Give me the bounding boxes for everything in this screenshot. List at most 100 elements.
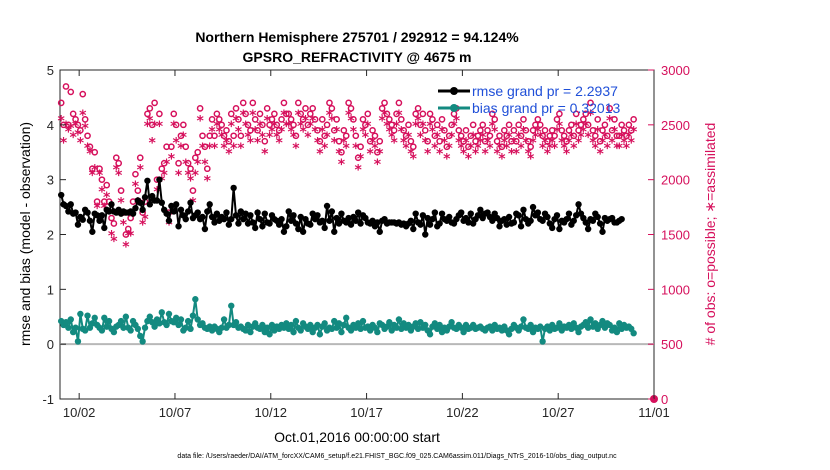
rmse-point — [357, 220, 364, 227]
obs-possible-point — [285, 110, 293, 118]
obs-assimilated-point: * — [218, 130, 226, 146]
obs-assimilated-point: * — [477, 135, 485, 151]
rmse-point — [230, 184, 237, 192]
rmse-point — [335, 220, 343, 227]
rmse-point — [105, 208, 113, 215]
left-y-tick-label: 0 — [47, 337, 54, 352]
obs-assimilated-point: * — [299, 124, 307, 140]
obs-possible-point — [369, 126, 376, 134]
obs-assimilated-point: * — [553, 124, 561, 140]
bias-series — [57, 296, 637, 345]
obs-possible-point — [591, 132, 599, 140]
right-y-tick-label: 2000 — [661, 173, 690, 188]
rmse-point — [235, 220, 242, 227]
obs-possible-point — [381, 99, 388, 107]
rmse-point — [544, 213, 551, 221]
bias-point — [539, 338, 546, 345]
rmse-point — [496, 223, 503, 230]
rmse-point — [549, 224, 556, 232]
obs-possible-point — [242, 110, 249, 118]
obs-assimilated-point: * — [453, 113, 461, 129]
obs-assimilated-point: * — [86, 146, 94, 162]
obs-possible-point — [615, 132, 623, 140]
obs-assimilated-point: * — [187, 174, 195, 190]
obs-possible-point — [402, 132, 410, 140]
bias-point — [414, 325, 422, 333]
obs-assimilated-point: * — [515, 130, 523, 146]
rmse-point — [165, 217, 173, 224]
rmse-point — [93, 212, 101, 219]
obs-assimilated-point: * — [604, 141, 612, 157]
obs-possible-point — [618, 121, 626, 129]
rmse-point — [199, 213, 206, 221]
obs-possible-point — [144, 110, 151, 118]
obs-assimilated-point: * — [240, 108, 248, 124]
bias-point — [366, 327, 374, 334]
bias-point — [182, 324, 189, 331]
rmse-point — [438, 210, 446, 217]
obs-possible-point — [575, 126, 582, 134]
obs-possible-point — [297, 110, 305, 118]
obs-possible-point — [359, 116, 367, 123]
obs-possible-point — [484, 126, 491, 134]
obs-possible-point — [419, 110, 427, 118]
right-y-tick-label: 500 — [661, 337, 683, 352]
obs-possible-point — [220, 132, 228, 140]
bias-point — [599, 317, 606, 325]
obs-assimilated-point: * — [208, 124, 216, 140]
rmse-point — [101, 224, 108, 232]
obs-possible-point — [194, 148, 202, 156]
obs-assimilated-point: * — [266, 130, 274, 146]
rmse-point — [163, 210, 170, 217]
legend-bias-label: bias grand pr = 0.32013 — [472, 100, 620, 116]
rmse-point — [278, 215, 285, 223]
obs-possible-point — [306, 110, 314, 118]
obs-assimilated-point: * — [213, 119, 221, 135]
rmse-point — [292, 220, 300, 227]
rmse-point — [354, 209, 362, 216]
obs-assimilated-point: * — [194, 157, 202, 173]
obs-possible-point — [256, 110, 264, 118]
obs-possible-point — [211, 132, 218, 140]
obs-possible-point — [522, 126, 530, 134]
obs-assimilated-point: * — [149, 135, 157, 151]
rmse-point — [618, 215, 625, 223]
bias-point — [98, 327, 106, 334]
obs-assimilated-point: * — [448, 130, 456, 146]
rmse-point — [474, 212, 482, 219]
rmse-point — [467, 210, 474, 217]
rmse-point — [247, 212, 254, 219]
obs-possible-point — [182, 143, 190, 151]
rmse-point — [89, 228, 96, 235]
obs-assimilated-point: * — [546, 141, 554, 157]
obs-assimilated-point: * — [283, 119, 291, 135]
x-axis-ticks: 10/02 10/07 10/12 10/17 10/22 10/27 11/01 — [63, 70, 670, 420]
rmse-point — [501, 215, 508, 223]
bias-point — [393, 324, 400, 331]
obs-possible-point — [366, 137, 374, 145]
left-y-axis-ticks: -1 0 1 2 3 4 5 — [42, 63, 66, 407]
obs-assimilated-point: * — [225, 146, 233, 162]
obs-possible-point — [400, 126, 408, 134]
rmse-point — [132, 204, 139, 212]
obs-assimilated-point: * — [216, 124, 224, 140]
obs-assimilated-point: * — [120, 218, 128, 234]
chart-title: Northern Hemisphere 275701 / 292912 = 94… — [195, 29, 519, 45]
obs-assimilated-point: * — [556, 119, 564, 135]
bias-point — [134, 325, 142, 333]
rmse-point — [223, 209, 230, 216]
obs-assimilated-point: * — [522, 135, 530, 151]
obs-possible-point — [374, 148, 381, 156]
obs-possible-point — [558, 126, 566, 134]
obs-possible-point — [362, 121, 369, 129]
obs-assimilated-point: * — [182, 157, 190, 173]
obs-assimilated-point: * — [220, 141, 228, 157]
rmse-point — [539, 217, 546, 224]
obs-possible-point — [500, 126, 508, 134]
obs-assimilated-point: * — [74, 128, 82, 144]
obs-possible-point — [278, 116, 285, 123]
rmse-point — [252, 224, 259, 232]
obs-possible-point — [203, 165, 211, 173]
bias-point — [187, 325, 194, 333]
